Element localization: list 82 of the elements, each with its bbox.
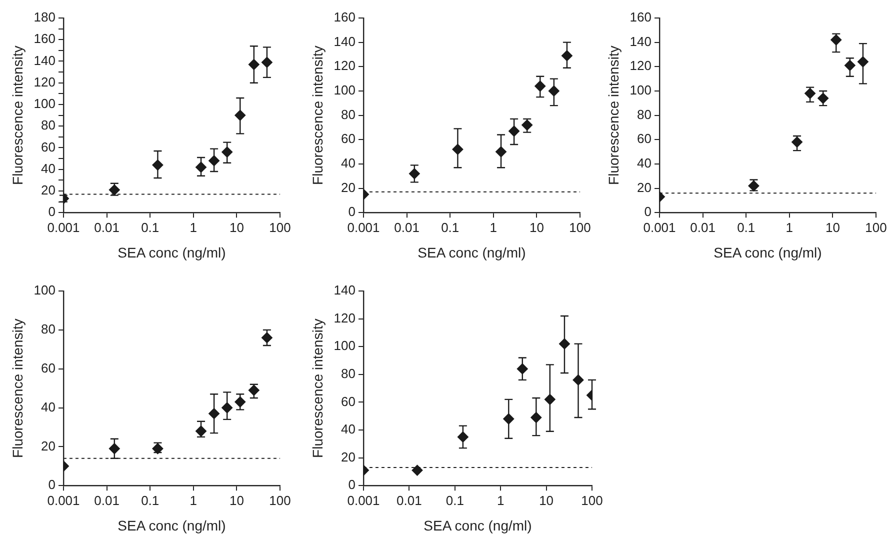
x-axis-title: SEA conc (ng/ml) — [118, 244, 226, 260]
y-tick-label: 0 — [644, 204, 652, 220]
y-tick-label: 60 — [341, 131, 356, 146]
y-tick-label: 100 — [34, 282, 56, 298]
y-tick-label: 40 — [341, 156, 356, 171]
y-tick-label: 40 — [637, 156, 652, 171]
x-axis-title: SEA conc (ng/ml) — [118, 517, 226, 534]
x-tick-label: 0.01 — [94, 220, 120, 235]
y-tick-label: 80 — [637, 106, 652, 122]
y-tick-label: 40 — [341, 422, 356, 437]
y-tick-label: 20 — [341, 449, 356, 464]
y-tick-label: 0 — [348, 477, 356, 492]
x-tick-label: 0.001 — [347, 220, 380, 235]
y-tick-label: 160 — [34, 31, 56, 46]
y-tick-label: 0 — [348, 204, 356, 220]
y-tick-label: 20 — [41, 438, 56, 454]
y-tick-label: 120 — [34, 74, 56, 90]
x-tick-label: 0.1 — [141, 220, 160, 235]
x-tick-label: 100 — [865, 220, 887, 235]
y-tick-label: 20 — [341, 180, 356, 195]
y-tick-label: 180 — [34, 10, 56, 25]
x-tick-label: 1 — [496, 492, 504, 508]
y-tick-label: 140 — [630, 34, 652, 49]
y-axis-title: Fluorescence intensity — [9, 46, 26, 185]
x-tick-label: 100 — [269, 220, 291, 235]
x-tick-label: 0.001 — [47, 492, 80, 508]
x-tick-label: 10 — [529, 220, 544, 235]
x-tick-label: 0.1 — [141, 492, 160, 508]
y-tick-label: 60 — [637, 131, 652, 146]
x-tick-label: 100 — [581, 492, 603, 508]
y-tick-label: 40 — [41, 160, 56, 176]
y-axis-title: Fluorescence intensity — [309, 46, 326, 185]
y-tick-label: 80 — [41, 322, 56, 336]
y-tick-label: 60 — [41, 360, 56, 376]
x-tick-label: 0.1 — [441, 220, 460, 235]
y-tick-label: 100 — [334, 82, 356, 98]
x-tick-label: 1 — [490, 220, 498, 235]
y-tick-label: 80 — [341, 106, 356, 122]
x-axis-title: SEA conc (ng/ml) — [418, 244, 526, 260]
y-tick-label: 100 — [34, 96, 56, 112]
x-tick-label: 10 — [229, 220, 244, 235]
y-tick-label: 60 — [341, 394, 356, 409]
x-tick-label: 0.01 — [394, 220, 420, 235]
x-tick-label: 10 — [229, 492, 244, 508]
y-tick-label: 160 — [630, 10, 652, 25]
y-tick-label: 80 — [41, 118, 56, 133]
x-tick-label: 0.01 — [94, 492, 120, 508]
y-tick-label: 160 — [334, 10, 356, 25]
x-tick-label: 1 — [190, 220, 198, 235]
y-tick-label: 140 — [334, 282, 356, 298]
x-tick-label: 10 — [539, 492, 554, 508]
x-tick-label: 0.01 — [396, 492, 422, 508]
y-tick-label: 100 — [630, 82, 652, 98]
x-tick-label: 100 — [569, 220, 591, 235]
y-tick-label: 40 — [41, 399, 56, 414]
y-tick-label: 0 — [48, 204, 56, 220]
x-axis-title: SEA conc (ng/ml) — [424, 517, 532, 534]
x-tick-label: 10 — [825, 220, 840, 235]
x-tick-label: 0.001 — [643, 220, 676, 235]
y-tick-label: 80 — [341, 366, 356, 381]
y-tick-label: 60 — [41, 139, 56, 154]
x-tick-label: 0.01 — [690, 220, 716, 235]
y-tick-label: 20 — [637, 180, 652, 195]
x-tick-label: 0.001 — [347, 492, 380, 508]
y-tick-label: 20 — [41, 182, 56, 198]
x-axis-title: SEA conc (ng/ml) — [714, 244, 822, 260]
x-tick-label: 100 — [269, 492, 291, 508]
y-tick-label: 120 — [630, 58, 652, 74]
y-tick-label: 140 — [34, 52, 56, 68]
y-tick-label: 100 — [334, 338, 356, 354]
y-tick-label: 140 — [334, 34, 356, 49]
x-tick-label: 0.1 — [737, 220, 756, 235]
y-axis-title: Fluorescence intensity — [605, 46, 622, 185]
x-tick-label: 1 — [786, 220, 794, 235]
x-tick-label: 0.001 — [47, 220, 80, 235]
y-tick-label: 120 — [334, 58, 356, 74]
y-axis-title: Fluorescence intensity — [309, 318, 326, 458]
y-tick-label: 120 — [334, 310, 356, 326]
x-tick-label: 0.1 — [446, 492, 464, 508]
y-tick-label: 0 — [48, 477, 56, 492]
x-tick-label: 1 — [190, 492, 198, 508]
y-axis-title: Fluorescence intensity — [9, 318, 26, 458]
